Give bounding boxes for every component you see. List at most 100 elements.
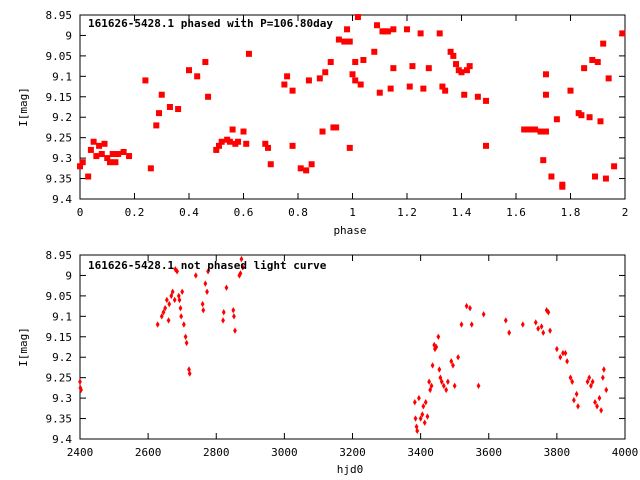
data-point: [232, 313, 236, 320]
data-point: [202, 59, 209, 66]
data-point: [533, 319, 538, 326]
data-point: [415, 427, 420, 435]
data-point: [599, 407, 604, 414]
y-tick-label: 9: [65, 269, 72, 282]
data-point: [469, 321, 474, 328]
data-point: [262, 140, 269, 147]
data-point: [619, 30, 626, 37]
data-point: [554, 345, 559, 353]
plot-title: 161626-5428.1 phased with P=106.80day: [88, 17, 333, 30]
data-point: [156, 110, 163, 117]
data-point: [483, 142, 490, 149]
x-tick-label: 2: [622, 206, 629, 219]
data-point: [456, 354, 460, 361]
data-point: [175, 268, 179, 275]
data-point: [87, 146, 94, 153]
y-tick-label: 9.15: [46, 331, 73, 344]
data-point: [461, 91, 468, 98]
data-point: [180, 288, 185, 295]
data-point: [308, 161, 315, 168]
data-point: [126, 153, 133, 160]
data-point: [481, 311, 486, 318]
data-point: [541, 329, 546, 336]
data-point: [503, 317, 508, 324]
data-point: [594, 59, 601, 66]
y-tick-label: 9: [65, 29, 72, 42]
data-point: [153, 122, 160, 129]
data-point: [483, 97, 490, 104]
data-point: [177, 296, 182, 304]
y-tick-label: 9.1: [52, 70, 72, 83]
data-point: [578, 112, 585, 119]
data-point: [374, 22, 381, 29]
data-point: [155, 321, 160, 328]
data-point: [585, 378, 590, 385]
data-point: [536, 325, 541, 332]
data-point: [429, 382, 434, 390]
data-point: [409, 63, 416, 70]
data-point: [561, 349, 565, 357]
data-point: [344, 26, 351, 33]
data-point: [77, 163, 83, 170]
data-point: [444, 386, 449, 394]
data-point: [441, 382, 446, 390]
y-tick-label: 9.25: [46, 132, 73, 145]
data-point: [96, 142, 103, 149]
data-point: [605, 75, 612, 82]
data-point: [586, 114, 593, 121]
data-point: [233, 327, 237, 334]
data-point: [224, 284, 229, 291]
data-point: [322, 69, 329, 76]
tick-marks: [79, 14, 626, 200]
data-point: [539, 323, 544, 330]
y-tick-label: 9.05: [46, 50, 73, 63]
data-point: [213, 146, 220, 153]
data-point: [240, 264, 245, 271]
data-point: [537, 128, 544, 135]
data-point: [548, 327, 552, 334]
data-point: [101, 140, 108, 147]
data-point: [542, 128, 549, 135]
data-point: [142, 77, 149, 84]
y-tick-label: 9.05: [46, 290, 73, 303]
data-point: [221, 317, 225, 324]
data-point: [413, 415, 418, 422]
y-tick-label: 9.2: [52, 111, 72, 124]
data-point: [474, 93, 481, 100]
data-point: [376, 89, 383, 96]
data-point: [589, 56, 596, 63]
data-point: [352, 59, 359, 66]
data-point: [201, 307, 206, 314]
data-point: [327, 59, 334, 66]
data-point: [390, 65, 397, 72]
data-point: [568, 374, 573, 381]
data-point: [161, 309, 166, 316]
data-point: [476, 382, 481, 390]
data-point: [104, 155, 111, 162]
data-point: [548, 173, 555, 180]
data-point: [600, 40, 607, 47]
data-point: [507, 329, 512, 336]
x-tick-label: 0.4: [179, 206, 199, 219]
data-point: [406, 83, 413, 90]
data-point: [572, 396, 576, 404]
data-point: [289, 142, 296, 149]
data-point: [553, 116, 560, 123]
data-point: [303, 167, 310, 174]
data-point: [186, 67, 192, 74]
data-point: [445, 378, 450, 385]
data-point: [115, 151, 122, 158]
data-point: [78, 378, 82, 385]
data-point: [459, 321, 464, 328]
data-point: [468, 304, 472, 312]
data-point: [163, 304, 168, 312]
x-tick-label: 2800: [203, 446, 230, 459]
data-point: [421, 403, 426, 410]
tick-labels: 0 0.2 0.4 0.6 0.8 1 1.2 1.4 1.6 1.8 2 8.95 9 9.05 9.1 9…: [46, 9, 629, 219]
data-point: [447, 48, 454, 55]
data-point: [205, 93, 212, 100]
data-point: [164, 296, 169, 304]
data-point: [206, 268, 210, 275]
data-point: [437, 366, 442, 373]
data-point: [360, 56, 367, 63]
